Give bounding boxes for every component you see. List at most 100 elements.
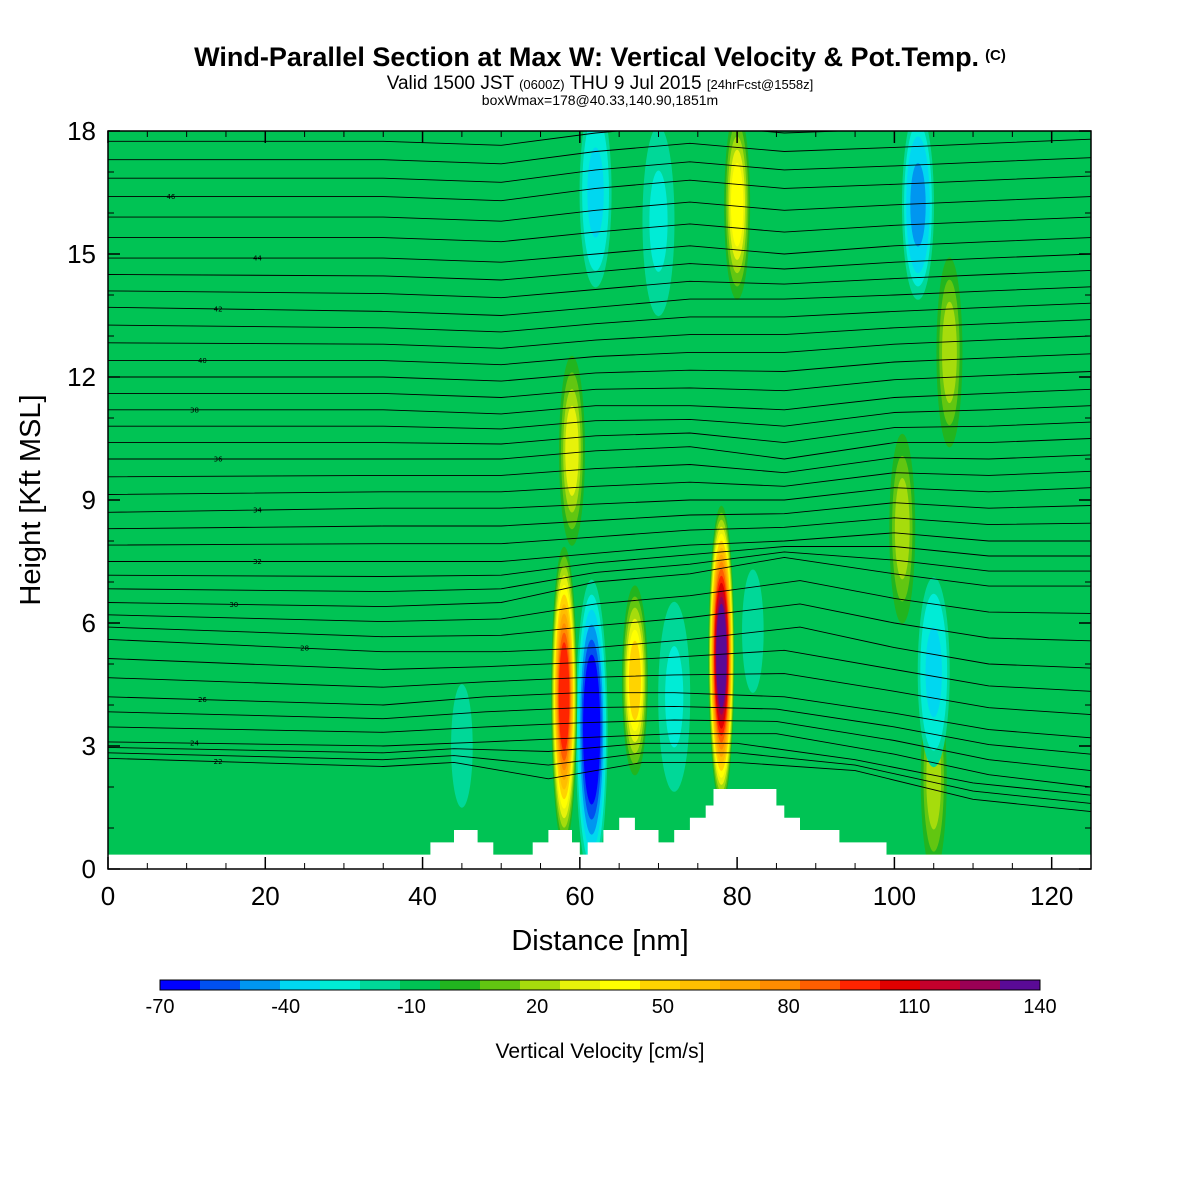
theta-contour-line — [108, 551, 1091, 593]
colorbar-swatch — [1000, 980, 1041, 990]
colorbar-swatch — [560, 980, 601, 990]
velocity-band — [665, 646, 684, 748]
velocity-cell-updraft — [889, 433, 916, 624]
y-tick-label: 18 — [67, 116, 96, 146]
theta-contour-label: 42 — [214, 305, 223, 313]
theta-contour-line — [108, 335, 1091, 366]
theta-contour-line — [108, 580, 1091, 623]
theta-contour-line — [108, 546, 1091, 577]
colorbar-swatch — [360, 980, 401, 990]
theta-contour-label: 38 — [190, 406, 199, 414]
theta-contour-line — [108, 237, 1091, 263]
theta-contour-line — [108, 319, 1091, 349]
theta-contour-line — [108, 286, 1091, 316]
colorbar-swatch — [600, 980, 641, 990]
velocity-band — [925, 627, 942, 718]
colorbar-title: Vertical Velocity [cm/s] — [496, 1040, 705, 1063]
theta-contour-line — [108, 603, 1091, 642]
plot-area: 22 24 26 28 30 32 34 36 38 40 42 44 46 — [107, 130, 1092, 870]
colorbar-swatch — [680, 980, 721, 990]
theta-contour-line — [108, 253, 1091, 281]
velocity-cell-updraft — [724, 131, 751, 300]
theta-contour-line — [108, 353, 1091, 382]
theta-contour-line — [108, 673, 1091, 716]
colorbar-frame — [159, 979, 1041, 991]
colorbar-swatch — [760, 980, 801, 990]
colorbar-tick-label: -10 — [397, 996, 426, 1018]
colorbar-tick-label: 20 — [526, 996, 548, 1018]
x-tick-label: 100 — [873, 881, 916, 911]
velocity-band — [587, 147, 604, 238]
velocity-cell-downdraft — [736, 536, 769, 727]
theta-contour-line — [108, 388, 1091, 415]
theta-contour-line — [108, 175, 1091, 202]
velocity-cell-downdraft — [575, 579, 608, 869]
theta-contour-line — [108, 454, 1091, 478]
velocity-cell-updraft — [621, 585, 648, 776]
y-tick-label: 15 — [67, 239, 96, 269]
velocity-band — [910, 163, 926, 247]
colorbar-swatch — [400, 980, 441, 990]
theta-contour-label: 46 — [166, 193, 175, 201]
theta-contour-label: 24 — [190, 740, 199, 748]
theta-contour-label: 26 — [198, 696, 207, 704]
colorbar-swatch — [280, 980, 321, 990]
y-axis-title: Height [Kft MSL] — [15, 394, 47, 605]
colorbar-swatch — [520, 980, 561, 990]
velocity-cell-updraft — [558, 355, 585, 546]
theta-contour-line — [108, 196, 1091, 222]
x-tick-label: 60 — [565, 881, 594, 911]
colorbar-swatch — [320, 980, 361, 990]
colorbar-tick-label: 80 — [777, 996, 799, 1018]
colorbar-swatch — [200, 980, 241, 990]
theta-contour-label: 30 — [229, 601, 238, 609]
velocity-band — [942, 301, 957, 404]
theta-contour-line — [108, 138, 1091, 165]
velocity-cell-updraft — [551, 546, 578, 847]
colorbar-swatch — [800, 980, 841, 990]
theta-contour-line — [108, 269, 1091, 299]
theta-contour-label: 44 — [253, 255, 262, 263]
colorbar-tick-label: 110 — [898, 996, 930, 1018]
theta-contour-line — [108, 470, 1091, 495]
x-tick-label: 0 — [101, 881, 115, 911]
theta-contour-line — [108, 371, 1091, 398]
theta-contour-line — [108, 556, 1091, 608]
theta-contour-line — [108, 752, 1091, 804]
colorbar-tick-label: -70 — [146, 996, 175, 1018]
y-tick-label: 0 — [82, 854, 96, 884]
velocity-cell-updraft — [936, 257, 963, 448]
velocity-band — [894, 478, 910, 580]
theta-contour-line — [108, 405, 1091, 430]
velocity-band — [558, 642, 570, 752]
velocity-band — [628, 640, 641, 721]
theta-contour-line — [108, 502, 1091, 530]
y-tick-label: 9 — [82, 485, 96, 515]
velocity-cell-downdraft — [658, 601, 691, 792]
theta-contour-label: 34 — [253, 507, 262, 515]
x-tick-label: 120 — [1030, 881, 1073, 911]
colorbar-tick-label: 50 — [652, 996, 674, 1018]
x-axis-title: Distance [nm] — [511, 925, 688, 957]
x-tick-label: 80 — [723, 881, 752, 911]
theta-contour-line — [108, 421, 1091, 445]
velocity-cell-downdraft — [445, 651, 478, 841]
theta-contour-label: 32 — [253, 558, 262, 566]
theta-contour-line — [108, 532, 1091, 562]
theta-contour-line — [108, 302, 1091, 333]
x-tick-label: 20 — [251, 881, 280, 911]
theta-contour-label: 36 — [214, 456, 223, 464]
theta-contour-line — [108, 649, 1091, 692]
velocity-band — [565, 405, 579, 496]
theta-contour-line — [108, 157, 1091, 183]
axis-ticks — [107, 130, 1092, 870]
theta-contour-line — [108, 216, 1091, 243]
velocity-cell-downdraft — [901, 131, 934, 300]
velocity-band — [649, 170, 668, 272]
chart-title: Wind-Parallel Section at Max W: Vertical… — [194, 42, 1006, 72]
colorbar-tick-label: 140 — [1023, 996, 1056, 1018]
chart-subtitle: Valid 1500 JST (0600Z) THU 9 Jul 2015 [2… — [386, 73, 814, 94]
theta-contour-line — [108, 733, 1091, 788]
theta-contour-line — [108, 517, 1091, 546]
colorbar-swatch — [160, 980, 201, 990]
